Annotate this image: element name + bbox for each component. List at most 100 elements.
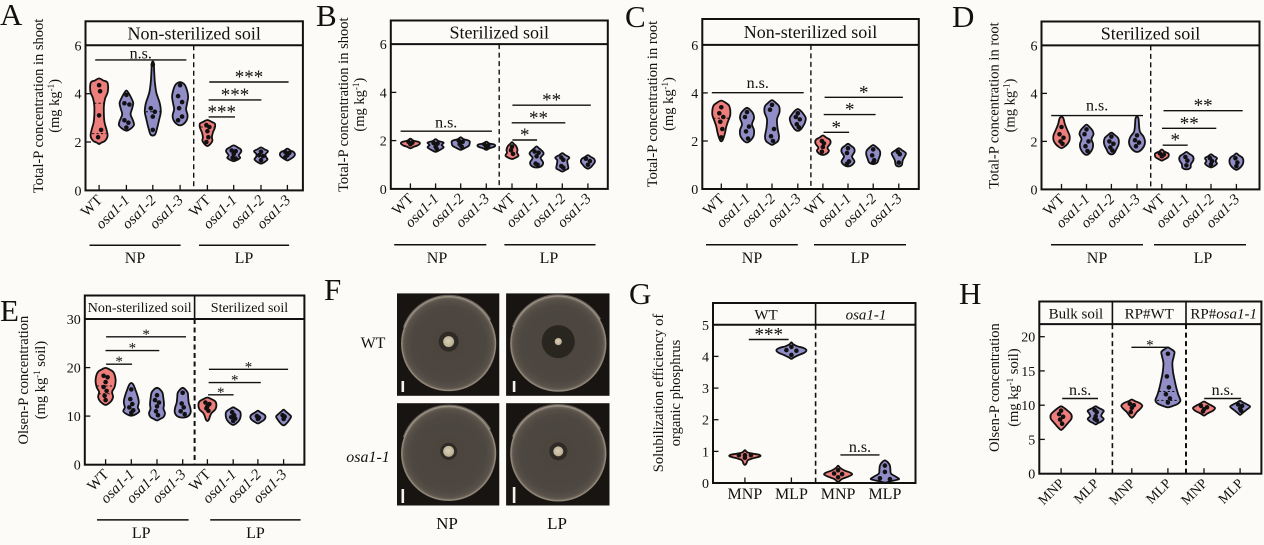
svg-text:20: 20 [67,362,81,377]
svg-text:Total-P concentration in shoot: Total-P concentration in shoot [31,19,47,193]
svg-text:10: 10 [67,410,81,425]
svg-text:0: 0 [74,459,81,474]
svg-text:D: D [952,0,974,34]
svg-text:0: 0 [75,184,82,199]
svg-text:LP: LP [235,250,254,267]
svg-text:***: *** [235,67,264,88]
svg-text:*: * [1170,130,1180,151]
svg-text:MNP: MNP [728,486,763,503]
svg-text:(mg kg-1): (mg kg-1) [1002,78,1019,132]
svg-text:*: * [520,125,530,146]
svg-text:Solubilization efficiency of: Solubilization efficiency of [651,314,667,473]
svg-text:n.s.: n.s. [1086,98,1108,115]
svg-text:Olsen-P concentration: Olsen-P concentration [987,322,1003,451]
svg-text:**: ** [1194,96,1213,117]
svg-text:0: 0 [691,183,698,198]
svg-text:4: 4 [1031,87,1038,102]
svg-text:*: * [832,117,842,138]
svg-text:MNP: MNP [821,486,856,503]
svg-text:(mg kg-1): (mg kg-1) [351,78,368,132]
svg-text:(mg kg-1 soil): (mg kg-1 soil) [32,341,49,420]
svg-text:*: * [845,100,855,121]
svg-text:***: *** [221,85,250,106]
svg-text:5: 5 [1028,433,1035,448]
svg-text:*: * [129,341,137,357]
svg-text:NP: NP [742,250,763,267]
svg-text:H: H [959,276,981,311]
svg-text:30: 30 [67,313,81,328]
svg-text:6: 6 [380,38,387,53]
svg-text:***: *** [208,102,237,123]
svg-text:**: ** [1180,113,1199,134]
svg-text:Total-P concentration in shoot: Total-P concentration in shoot [336,17,352,191]
svg-text:MLP: MLP [775,486,808,503]
svg-text:LP: LP [851,250,870,267]
svg-text:NP: NP [125,250,146,267]
svg-text:2: 2 [702,414,709,429]
svg-text:A: A [0,0,23,32]
svg-text:n.s.: n.s. [849,439,871,456]
svg-text:*: * [231,373,239,389]
svg-text:2: 2 [380,135,387,150]
svg-text:***: *** [754,325,783,346]
svg-text:NP: NP [436,514,458,533]
svg-text:NP: NP [427,250,448,267]
svg-text:*: * [1146,337,1154,353]
svg-text:Non-sterilized soil: Non-sterilized soil [744,22,877,42]
svg-text:*: * [115,354,123,370]
svg-text:4: 4 [702,350,709,365]
svg-text:4: 4 [380,86,387,101]
svg-text:15: 15 [1021,365,1035,380]
svg-text:(mg kg-1 soil): (mg kg-1 soil) [1005,348,1022,427]
svg-text:0: 0 [702,477,709,492]
svg-text:organic phosphrus: organic phosphrus [668,339,684,446]
svg-text:LP: LP [246,525,265,542]
svg-text:osa1-1: osa1-1 [346,449,390,466]
svg-text:5: 5 [702,319,709,334]
svg-text:F: F [324,272,341,307]
svg-text:0: 0 [1031,183,1038,198]
svg-text:*: * [245,359,253,375]
svg-text:Non-sterilized soil: Non-sterilized soil [127,23,260,43]
svg-text:n.s.: n.s. [1069,382,1091,399]
svg-text:Sterilized soil: Sterilized soil [1101,24,1200,44]
svg-text:3: 3 [702,382,709,397]
svg-text:(mg kg-1): (mg kg-1) [660,77,677,131]
svg-text:E: E [0,293,19,328]
svg-text:*: * [859,82,869,103]
svg-text:0: 0 [1028,468,1035,483]
svg-text:n.s.: n.s. [1212,382,1234,399]
svg-text:MLP: MLP [868,486,901,503]
svg-text:LP: LP [132,525,151,542]
svg-text:WT: WT [361,335,386,352]
svg-text:Sterilized soil: Sterilized soil [211,301,288,316]
svg-text:2: 2 [1031,135,1038,150]
svg-text:Bulk soil: Bulk soil [1049,306,1104,322]
svg-text:10: 10 [1021,399,1035,414]
svg-text:**: ** [529,108,548,129]
svg-text:6: 6 [691,39,698,54]
svg-text:n.s.: n.s. [435,115,457,132]
svg-text:C: C [625,0,646,34]
svg-text:**: ** [542,90,561,111]
svg-text:6: 6 [75,39,82,54]
svg-text:osa1-1: osa1-1 [846,307,887,323]
svg-text:1: 1 [702,445,709,460]
svg-text:WT: WT [754,307,777,323]
svg-text:4: 4 [691,87,698,102]
svg-text:LP: LP [1194,250,1213,267]
svg-text:0: 0 [380,183,387,198]
svg-text:2: 2 [75,136,82,151]
svg-text:RP#osa1-1: RP#osa1-1 [1190,306,1257,322]
svg-text:G: G [629,276,651,311]
svg-text:LP: LP [547,514,567,533]
svg-text:20: 20 [1021,331,1035,346]
svg-text:RP#WT: RP#WT [1125,306,1174,322]
svg-text:6: 6 [1031,39,1038,54]
svg-text:(mg kg-1): (mg kg-1) [46,79,63,133]
svg-text:Olsen-P concentration: Olsen-P concentration [16,315,32,444]
svg-text:NP: NP [1087,250,1108,267]
svg-text:n.s.: n.s. [747,75,769,92]
svg-text:Non-sterilized soil: Non-sterilized soil [88,301,192,316]
svg-text:Total-P concentration in root: Total-P concentration in root [645,21,661,187]
